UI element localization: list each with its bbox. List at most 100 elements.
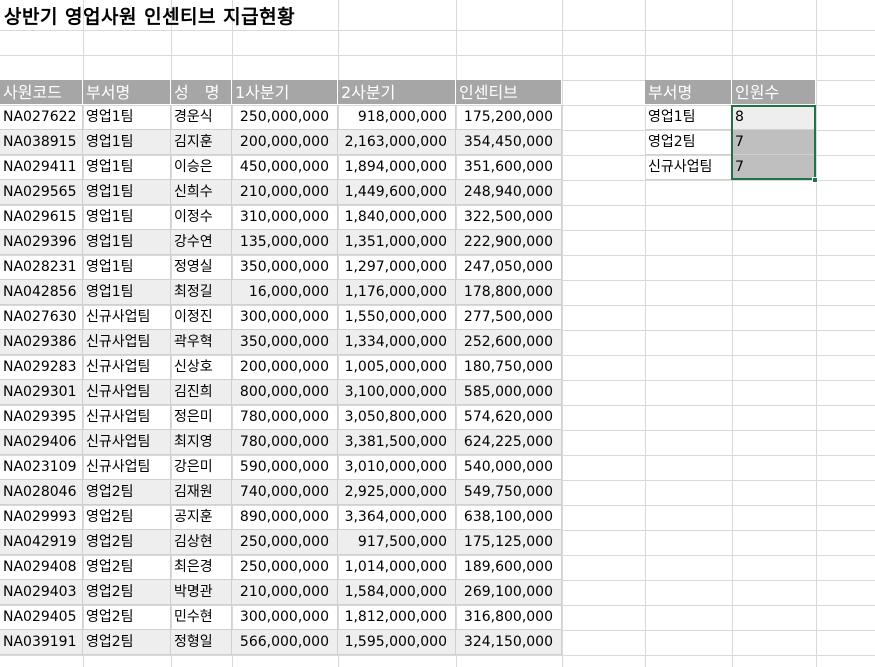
cell-q2[interactable]: 3,010,000,000 [338,455,456,480]
cell-q2[interactable]: 1,550,000,000 [338,305,456,330]
cell-q2[interactable]: 1,297,000,000 [338,255,456,280]
cell-employee-code[interactable]: NA029403 [0,580,83,605]
cell-incentive[interactable]: 248,940,000 [456,180,562,205]
cell-name[interactable]: 김재원 [171,480,232,505]
cell-department[interactable]: 영업2팀 [83,555,171,580]
cell-name[interactable]: 민수현 [171,605,232,630]
cell-name[interactable]: 강은미 [171,455,232,480]
cell-employee-code[interactable]: NA039191 [0,630,83,655]
cell-incentive[interactable]: 324,150,000 [456,630,562,655]
cell-name[interactable]: 신희수 [171,180,232,205]
cell-q1[interactable]: 250,000,000 [232,555,338,580]
cell-q2[interactable]: 1,840,000,000 [338,205,456,230]
cell-incentive[interactable]: 189,600,000 [456,555,562,580]
cell-name[interactable]: 공지훈 [171,505,232,530]
cell-q1[interactable]: 566,000,000 [232,630,338,655]
cell-employee-code[interactable]: NA029408 [0,555,83,580]
header-department[interactable]: 부서명 [83,80,171,105]
cell-employee-code[interactable]: NA042856 [0,280,83,305]
cell-name[interactable]: 곽우혁 [171,330,232,355]
cell-employee-code[interactable]: NA028231 [0,255,83,280]
cell-q1[interactable]: 310,000,000 [232,205,338,230]
cell-department[interactable]: 영업1팀 [83,255,171,280]
cell-name[interactable]: 최은경 [171,555,232,580]
cell-employee-code[interactable]: NA029565 [0,180,83,205]
cell-q1[interactable]: 200,000,000 [232,355,338,380]
cell-q2[interactable]: 1,005,000,000 [338,355,456,380]
sheet-title[interactable]: 상반기 영업사원 인센티브 지급현황 [4,6,296,28]
cell-q2[interactable]: 3,100,000,000 [338,380,456,405]
cell-q1[interactable]: 250,000,000 [232,530,338,555]
cell-incentive[interactable]: 638,100,000 [456,505,562,530]
cell-q1[interactable]: 16,000,000 [232,280,338,305]
cell-employee-code[interactable]: NA023109 [0,455,83,480]
summary-header-count[interactable]: 인원수 [732,80,816,105]
summary-header-department[interactable]: 부서명 [645,80,732,105]
cell-q2[interactable]: 2,163,000,000 [338,130,456,155]
cell-employee-code[interactable]: NA029283 [0,355,83,380]
cell-name[interactable]: 강수연 [171,230,232,255]
cell-employee-code[interactable]: NA029993 [0,505,83,530]
cell-employee-code[interactable]: NA029406 [0,430,83,455]
cell-name[interactable]: 이정수 [171,205,232,230]
cell-q1[interactable]: 780,000,000 [232,430,338,455]
cell-q1[interactable]: 740,000,000 [232,480,338,505]
cell-employee-code[interactable]: NA029615 [0,205,83,230]
summary-cell-department[interactable]: 영업2팀 [645,130,732,155]
cell-department[interactable]: 신규사업팀 [83,380,171,405]
cell-department[interactable]: 영업2팀 [83,605,171,630]
cell-name[interactable]: 정영실 [171,255,232,280]
cell-department[interactable]: 신규사업팀 [83,430,171,455]
cell-incentive[interactable]: 316,800,000 [456,605,562,630]
cell-employee-code[interactable]: NA027630 [0,305,83,330]
cell-q2[interactable]: 1,014,000,000 [338,555,456,580]
cell-q2[interactable]: 1,595,000,000 [338,630,456,655]
cell-employee-code[interactable]: NA029396 [0,230,83,255]
cell-department[interactable]: 영업2팀 [83,580,171,605]
cell-incentive[interactable]: 269,100,000 [456,580,562,605]
cell-department[interactable]: 신규사업팀 [83,305,171,330]
cell-department[interactable]: 영업1팀 [83,230,171,255]
cell-name[interactable]: 이승은 [171,155,232,180]
cell-employee-code[interactable]: NA038915 [0,130,83,155]
cell-incentive[interactable]: 175,125,000 [456,530,562,555]
cell-name[interactable]: 최정길 [171,280,232,305]
cell-q1[interactable]: 780,000,000 [232,405,338,430]
cell-name[interactable]: 최지영 [171,430,232,455]
cell-q2[interactable]: 1,812,000,000 [338,605,456,630]
cell-employee-code[interactable]: NA029395 [0,405,83,430]
cell-q1[interactable]: 200,000,000 [232,130,338,155]
cell-incentive[interactable]: 222,900,000 [456,230,562,255]
cell-q2[interactable]: 3,364,000,000 [338,505,456,530]
cell-q1[interactable]: 135,000,000 [232,230,338,255]
cell-department[interactable]: 신규사업팀 [83,330,171,355]
cell-incentive[interactable]: 252,600,000 [456,330,562,355]
cell-name[interactable]: 김진희 [171,380,232,405]
cell-incentive[interactable]: 178,800,000 [456,280,562,305]
cell-name[interactable]: 김상현 [171,530,232,555]
cell-department[interactable]: 신규사업팀 [83,455,171,480]
cell-q2[interactable]: 917,500,000 [338,530,456,555]
cell-name[interactable]: 정형일 [171,630,232,655]
summary-cell-department[interactable]: 영업1팀 [645,105,732,130]
cell-department[interactable]: 영업2팀 [83,480,171,505]
summary-cell-count[interactable]: 8 [732,105,816,130]
cell-employee-code[interactable]: NA029405 [0,605,83,630]
cell-department[interactable]: 영업1팀 [83,105,171,130]
cell-name[interactable]: 박명관 [171,580,232,605]
cell-department[interactable]: 영업2팀 [83,505,171,530]
cell-q1[interactable]: 450,000,000 [232,155,338,180]
summary-cell-count[interactable]: 7 [732,130,816,155]
cell-employee-code[interactable]: NA027622 [0,105,83,130]
cell-q1[interactable]: 210,000,000 [232,580,338,605]
cell-q2[interactable]: 2,925,000,000 [338,480,456,505]
cell-name[interactable]: 이정진 [171,305,232,330]
cell-q1[interactable]: 300,000,000 [232,605,338,630]
header-employee-code[interactable]: 사원코드 [0,80,83,105]
cell-q1[interactable]: 250,000,000 [232,105,338,130]
cell-department[interactable]: 신규사업팀 [83,405,171,430]
cell-q1[interactable]: 210,000,000 [232,180,338,205]
cell-department[interactable]: 영업1팀 [83,280,171,305]
header-incentive[interactable]: 인센티브 [456,80,562,105]
